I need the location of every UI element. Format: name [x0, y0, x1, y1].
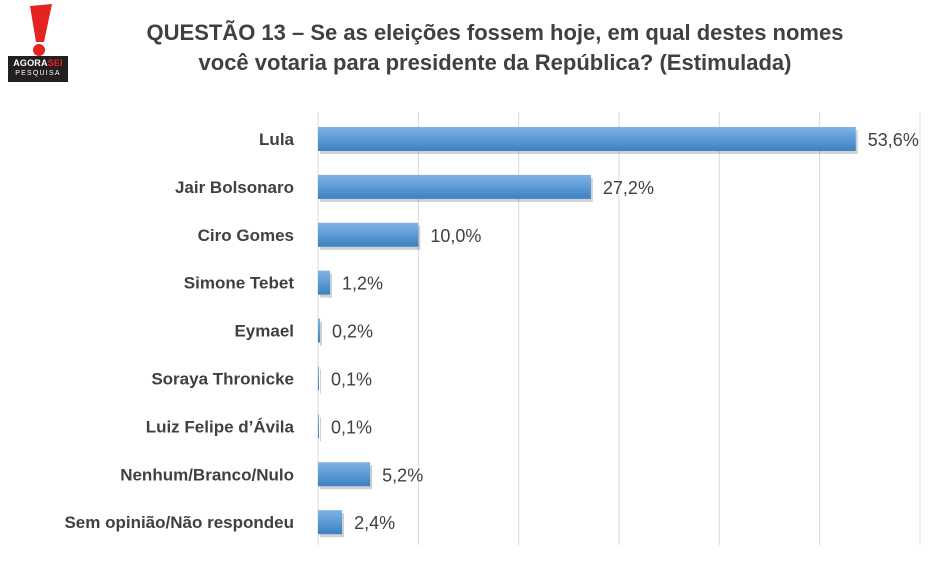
data-label: 0,2%: [332, 322, 373, 342]
bar: [318, 462, 371, 487]
bar: [318, 318, 321, 343]
chart-title: QUESTÃO 13 – Se as eleições fossem hoje,…: [95, 18, 895, 78]
logo-word-sei: SEI: [47, 58, 63, 68]
category-label: Eymael: [234, 322, 294, 341]
data-label: 27,2%: [603, 178, 654, 198]
data-label: 1,2%: [342, 274, 383, 294]
exclamation-logo-icon: [30, 4, 52, 56]
bar: [318, 174, 591, 199]
agorasei-logo: AGORASEI PESQUISA: [8, 4, 68, 82]
category-label: Luiz Felipe d’Ávila: [146, 417, 295, 436]
bar: [318, 510, 343, 535]
bar: [318, 126, 856, 151]
data-label: 53,6%: [868, 130, 919, 150]
chart-title-line-2: você votaria para presidente da Repúblic…: [198, 50, 792, 75]
category-label: Nenhum/Branco/Nulo: [120, 465, 294, 484]
bar-shadow: [320, 321, 323, 346]
chart-title-line-1: QUESTÃO 13 – Se as eleições fossem hoje,…: [146, 20, 844, 45]
data-label: 5,2%: [382, 465, 423, 485]
bar-shadow: [320, 417, 322, 442]
category-label: Simone Tebet: [184, 274, 295, 293]
bar-shadow: [320, 369, 322, 394]
bar: [318, 222, 419, 247]
category-label: Lula: [259, 130, 294, 149]
category-label: Ciro Gomes: [198, 226, 294, 245]
category-label: Jair Bolsonaro: [175, 178, 294, 197]
logo-word-agora: AGORA: [13, 58, 48, 68]
data-label: 0,1%: [331, 369, 372, 389]
data-label: 10,0%: [430, 226, 481, 246]
category-label: Sem opinião/Não respondeu: [64, 513, 294, 532]
category-label: Soraya Thronicke: [151, 369, 294, 388]
bar: [318, 270, 331, 295]
bar: [318, 366, 320, 391]
bar: [318, 414, 320, 439]
data-label: 2,4%: [354, 513, 395, 533]
logo-word-pesquisa: PESQUISA: [15, 70, 61, 77]
data-label: 0,1%: [331, 417, 372, 437]
logo-text: AGORASEI PESQUISA: [8, 56, 68, 82]
